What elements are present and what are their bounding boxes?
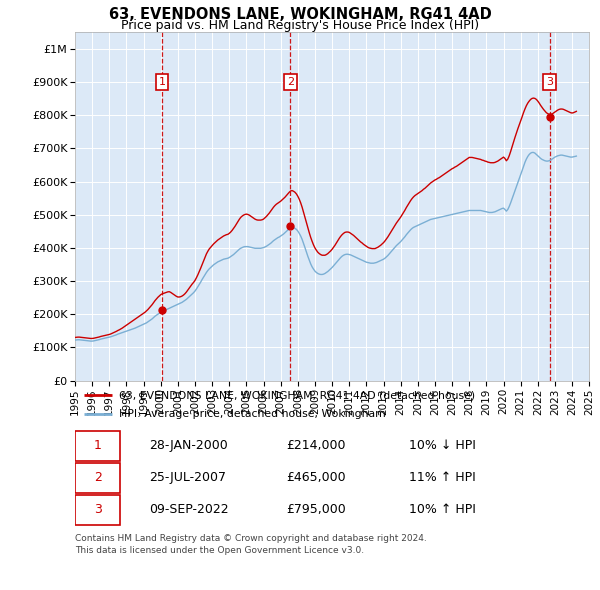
Text: 2: 2 xyxy=(94,471,101,484)
Text: £795,000: £795,000 xyxy=(286,503,346,516)
Text: 63, EVENDONS LANE, WOKINGHAM, RG41 4AD: 63, EVENDONS LANE, WOKINGHAM, RG41 4AD xyxy=(109,7,491,22)
FancyBboxPatch shape xyxy=(75,431,120,461)
Text: £465,000: £465,000 xyxy=(286,471,346,484)
Text: HPI: Average price, detached house, Wokingham: HPI: Average price, detached house, Woki… xyxy=(119,409,385,419)
Text: 1: 1 xyxy=(158,77,166,87)
Text: £214,000: £214,000 xyxy=(286,440,346,453)
Text: 1: 1 xyxy=(94,440,101,453)
Text: 28-JAN-2000: 28-JAN-2000 xyxy=(149,440,229,453)
Text: 09-SEP-2022: 09-SEP-2022 xyxy=(149,503,229,516)
Text: 10% ↓ HPI: 10% ↓ HPI xyxy=(409,440,476,453)
Text: 10% ↑ HPI: 10% ↑ HPI xyxy=(409,503,476,516)
Text: 11% ↑ HPI: 11% ↑ HPI xyxy=(409,471,476,484)
Text: 25-JUL-2007: 25-JUL-2007 xyxy=(149,471,227,484)
FancyBboxPatch shape xyxy=(75,463,120,493)
Text: Price paid vs. HM Land Registry's House Price Index (HPI): Price paid vs. HM Land Registry's House … xyxy=(121,19,479,32)
Text: 2: 2 xyxy=(287,77,294,87)
Text: 3: 3 xyxy=(546,77,553,87)
Text: Contains HM Land Registry data © Crown copyright and database right 2024.
This d: Contains HM Land Registry data © Crown c… xyxy=(75,534,427,555)
Text: 3: 3 xyxy=(94,503,101,516)
Text: 63, EVENDONS LANE, WOKINGHAM, RG41 4AD (detached house): 63, EVENDONS LANE, WOKINGHAM, RG41 4AD (… xyxy=(119,390,475,400)
FancyBboxPatch shape xyxy=(75,495,120,525)
